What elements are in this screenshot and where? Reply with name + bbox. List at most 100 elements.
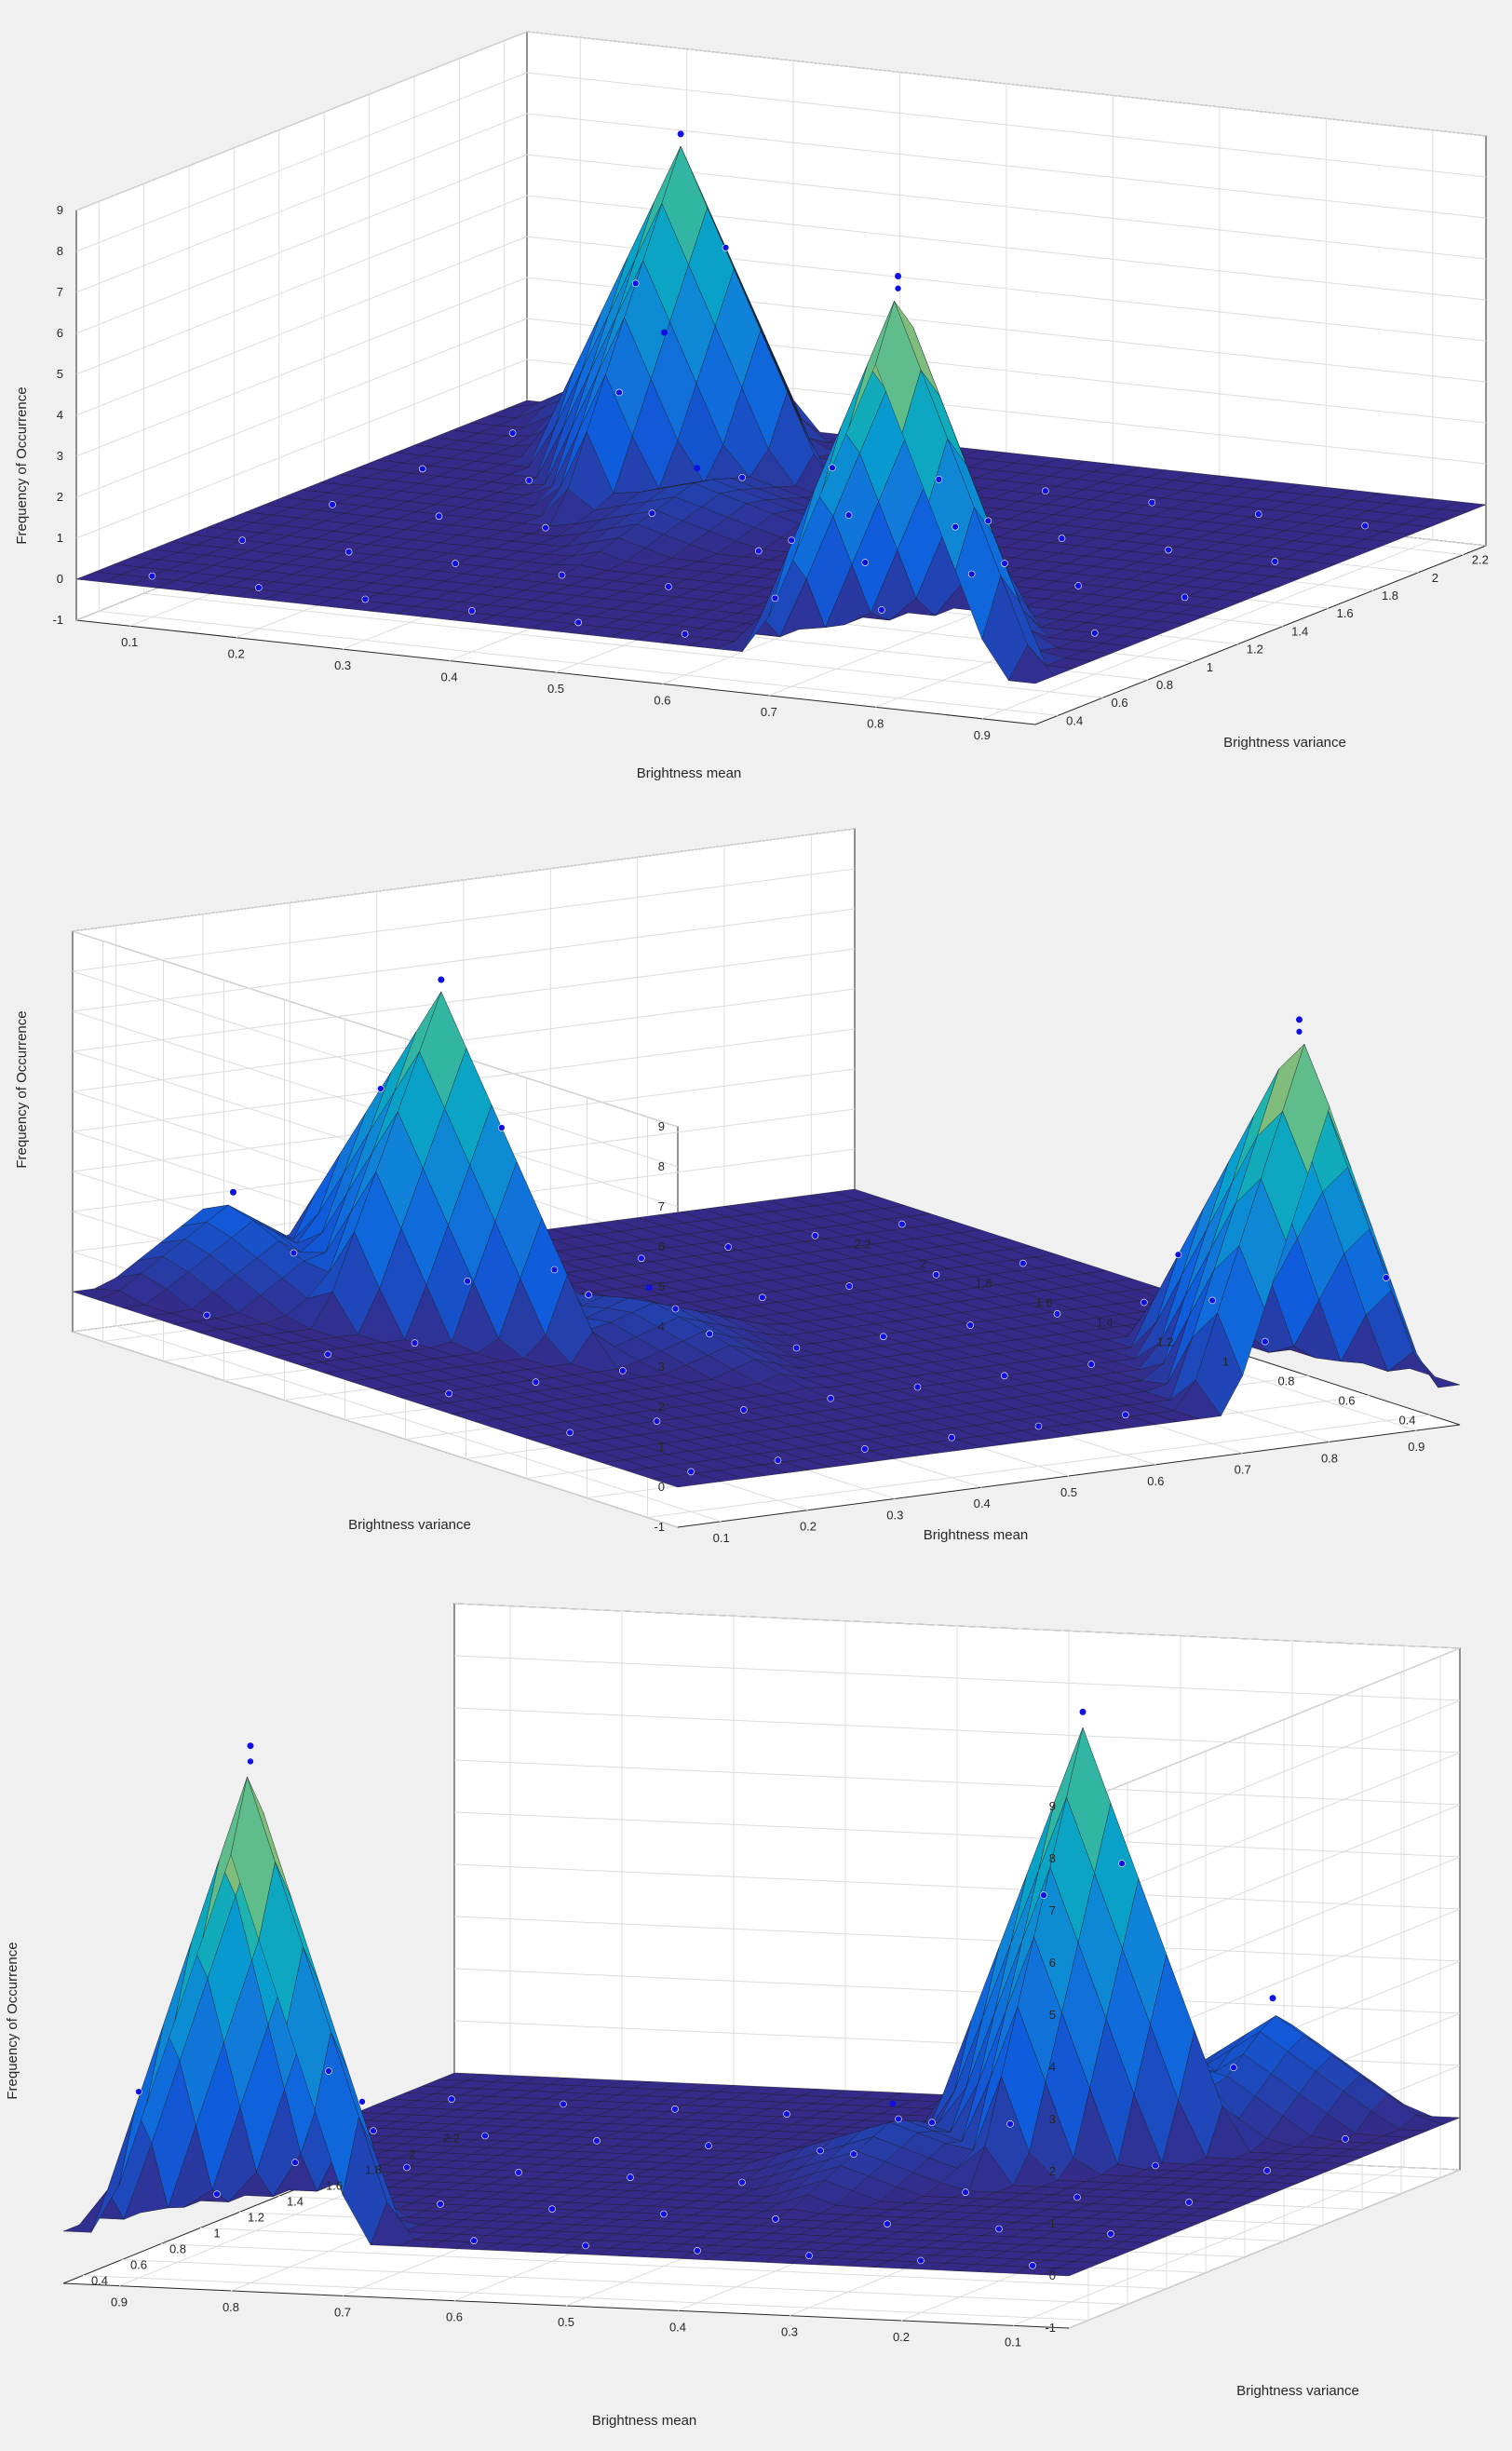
x-tick-label: 0.4	[974, 1496, 991, 1510]
y-tick-label: 2.2	[443, 2132, 460, 2146]
data-point-marker	[148, 572, 156, 580]
y-tick-label: 2	[920, 1257, 926, 1271]
data-point-marker	[582, 2241, 589, 2250]
data-point-marker	[291, 2159, 299, 2166]
data-point-marker	[844, 511, 853, 520]
z-tick-label: -1	[654, 1520, 665, 1534]
data-point-marker	[508, 429, 517, 437]
data-point-marker	[358, 2098, 366, 2106]
data-point-marker	[1141, 1298, 1148, 1307]
data-point-marker	[324, 1350, 331, 1359]
grid-line-z	[75, 195, 528, 375]
data-point-marker	[681, 630, 689, 638]
z-tick-label: 4	[57, 408, 63, 422]
y-tick-label: 1.2	[248, 2211, 264, 2225]
data-point-marker	[894, 284, 902, 292]
y-tick-label: 0.6	[1112, 696, 1128, 710]
data-point-marker	[1148, 498, 1156, 507]
data-point-marker	[898, 1220, 906, 1228]
data-point-marker	[829, 464, 836, 472]
data-point-marker	[935, 475, 943, 483]
y-tick-label: 1.2	[1247, 643, 1263, 657]
data-point-marker	[653, 1417, 661, 1425]
data-point-marker	[464, 1277, 471, 1285]
data-point-marker	[615, 388, 623, 397]
data-point-marker	[1262, 1337, 1269, 1346]
y-tick-label: 1.6	[1035, 1296, 1052, 1310]
data-point-marker	[515, 2169, 522, 2176]
data-point-marker	[1383, 1274, 1390, 1281]
data-markers	[135, 1708, 1349, 2269]
z-tick-label: 4	[1049, 2060, 1056, 2074]
y-tick-label: 1.4	[1291, 624, 1308, 638]
x-axis-label: Brightness mean	[592, 2413, 697, 2429]
data-point-marker	[705, 2142, 712, 2149]
data-point-marker	[542, 523, 549, 532]
y-tick-label: 1	[1222, 1355, 1229, 1369]
y-tick-label: 2.2	[1472, 553, 1489, 567]
data-point-marker	[1001, 560, 1008, 567]
data-point-marker	[481, 2132, 489, 2140]
grid-line-y	[647, 1415, 1430, 1518]
data-point-marker	[850, 2150, 857, 2158]
peak-marker	[438, 976, 445, 983]
grid-line-z	[1068, 1699, 1461, 1860]
surface-plot-2: -1 0 1 2 3 4 5 6 7 8 9 0.1 0.2 0.3 0.4 0.5 0.6 0.7 0.8 0.9 0…	[14, 828, 1461, 1545]
x-tick-label: 0.7	[761, 705, 777, 719]
y-tick-label: 1.4	[1096, 1316, 1113, 1330]
data-point-marker	[880, 1333, 887, 1341]
data-point-marker	[827, 1394, 834, 1402]
data-point-marker	[671, 2106, 679, 2113]
data-point-marker	[1152, 2161, 1159, 2170]
x-tick-label: 0.9	[974, 728, 991, 742]
grid-line-y	[99, 610, 1059, 716]
x-tick-label: 0.5	[1060, 1485, 1077, 1499]
data-point-marker	[467, 607, 476, 615]
data-point-marker	[861, 1445, 869, 1453]
data-point-marker	[738, 2178, 746, 2187]
data-point-marker	[1090, 629, 1099, 637]
data-point-marker	[917, 2256, 925, 2265]
surface-mesh	[75, 145, 1487, 684]
grid-line-z	[75, 318, 528, 498]
data-markers	[148, 130, 1369, 638]
z-tick-label: -1	[1045, 2321, 1056, 2335]
grid-line-y	[143, 592, 1103, 698]
y-tick-label: 1.2	[1156, 1335, 1173, 1349]
data-point-marker	[593, 2137, 601, 2145]
x-tick-label: 0.6	[1147, 1474, 1164, 1488]
data-point-marker	[470, 2237, 478, 2244]
data-point-marker	[952, 522, 959, 531]
data-point-marker	[638, 1254, 645, 1263]
y-tick-label: 0.4	[1398, 1414, 1415, 1428]
peak-marker	[694, 465, 701, 472]
y-tick-label: 1.8	[1382, 589, 1398, 603]
data-point-marker	[1042, 487, 1049, 495]
y-tick-label: 1.6	[1337, 606, 1354, 620]
data-point-marker	[247, 1757, 254, 1766]
peak-marker	[645, 1284, 653, 1292]
grid-line-z	[1068, 1647, 1461, 1808]
data-point-marker	[498, 1124, 506, 1131]
x-tick-label: 0.4	[441, 670, 458, 684]
grid-line-z	[75, 236, 528, 416]
data-point-marker	[1271, 558, 1279, 565]
peak-marker	[660, 329, 668, 336]
peak-marker	[1079, 1708, 1087, 1715]
z-tick-label: 6	[1049, 1956, 1056, 1970]
data-point-marker	[694, 2247, 701, 2255]
data-point-marker	[213, 2190, 221, 2198]
data-point-marker	[627, 2173, 634, 2181]
x-tick-label: 0.5	[547, 682, 564, 696]
data-point-marker	[1254, 510, 1262, 518]
x-tick-label: 0.8	[1321, 1451, 1338, 1465]
x-tick-label: 0.5	[558, 2315, 574, 2329]
data-point-marker	[411, 1339, 419, 1347]
data-markers	[203, 976, 1390, 1476]
y-axis-label: Brightness variance	[1223, 735, 1346, 751]
data-point-marker	[437, 2200, 444, 2208]
grid-line-z	[1068, 2169, 1461, 2329]
surface-face	[652, 1475, 700, 1488]
peak-marker	[230, 1188, 236, 1196]
z-axis-label: Frequency of Occurrence	[14, 386, 30, 544]
